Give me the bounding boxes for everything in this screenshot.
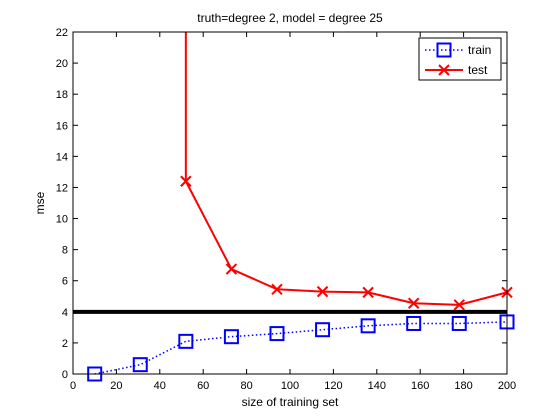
data-point-test — [316, 285, 329, 298]
legend-box — [418, 37, 502, 81]
series-layer — [87, 32, 515, 382]
y-tick-label: 12 — [56, 182, 68, 194]
y-tick-label: 10 — [56, 214, 68, 226]
data-point-test — [453, 299, 465, 311]
y-tick-label: 22 — [56, 27, 68, 39]
series-train — [87, 314, 515, 382]
y-tick-label: 18 — [56, 89, 68, 101]
data-point-train — [269, 326, 285, 342]
chart-title: truth=degree 2, model = degree 25 — [197, 11, 383, 25]
data-point-train — [178, 333, 194, 349]
data-point-train — [132, 357, 148, 373]
y-tick-label: 2 — [62, 338, 68, 350]
y-axis-title: mse — [33, 191, 47, 214]
x-tick-label: 140 — [368, 380, 386, 392]
legend-entry-test: test — [425, 63, 488, 77]
legend: train test — [418, 37, 502, 81]
x-tick-label: 120 — [324, 380, 342, 392]
legend-label: test — [468, 63, 488, 77]
x-tick-label: 180 — [454, 380, 472, 392]
data-point-test — [271, 283, 283, 295]
data-point-train — [451, 315, 467, 331]
legend-label: train — [468, 43, 491, 57]
series-test — [180, 32, 513, 311]
data-point-test — [407, 297, 420, 309]
x-tick-label: 0 — [70, 380, 76, 392]
x-tick-label: 80 — [240, 380, 252, 392]
y-tick-label: 14 — [56, 151, 68, 163]
x-tick-label: 160 — [411, 380, 429, 392]
y-tick-label: 4 — [62, 307, 68, 319]
legend-entry-train: train — [425, 42, 491, 58]
x-tick-label: 20 — [110, 380, 122, 392]
plot-frame — [72, 31, 508, 375]
data-point-test — [225, 263, 238, 275]
y-tick-label: 8 — [62, 245, 68, 257]
data-point-test — [180, 175, 192, 187]
data-point-train — [360, 318, 376, 334]
x-axis-title: size of training set — [242, 395, 339, 409]
x-tick-label: 200 — [498, 380, 516, 392]
x-tick-label: 40 — [154, 380, 166, 392]
legend-marker — [436, 42, 452, 58]
y-tick-label: 20 — [56, 58, 68, 70]
x-tick-label: 100 — [281, 380, 299, 392]
plot-area — [73, 32, 507, 374]
x-tick-label: 60 — [197, 380, 209, 392]
y-tick-label: 6 — [62, 276, 68, 288]
y-tick-label: 16 — [56, 120, 68, 132]
data-point-train — [223, 329, 239, 345]
data-point-train — [315, 322, 331, 338]
data-point-train — [406, 315, 422, 331]
data-point-test — [362, 286, 374, 299]
series-line-train — [94, 321, 508, 375]
y-tick-label: 0 — [62, 369, 68, 381]
y-axis: 0 2 4 6 8 10 12 14 16 18 20 22 — [56, 27, 507, 381]
legend-marker — [438, 64, 450, 76]
